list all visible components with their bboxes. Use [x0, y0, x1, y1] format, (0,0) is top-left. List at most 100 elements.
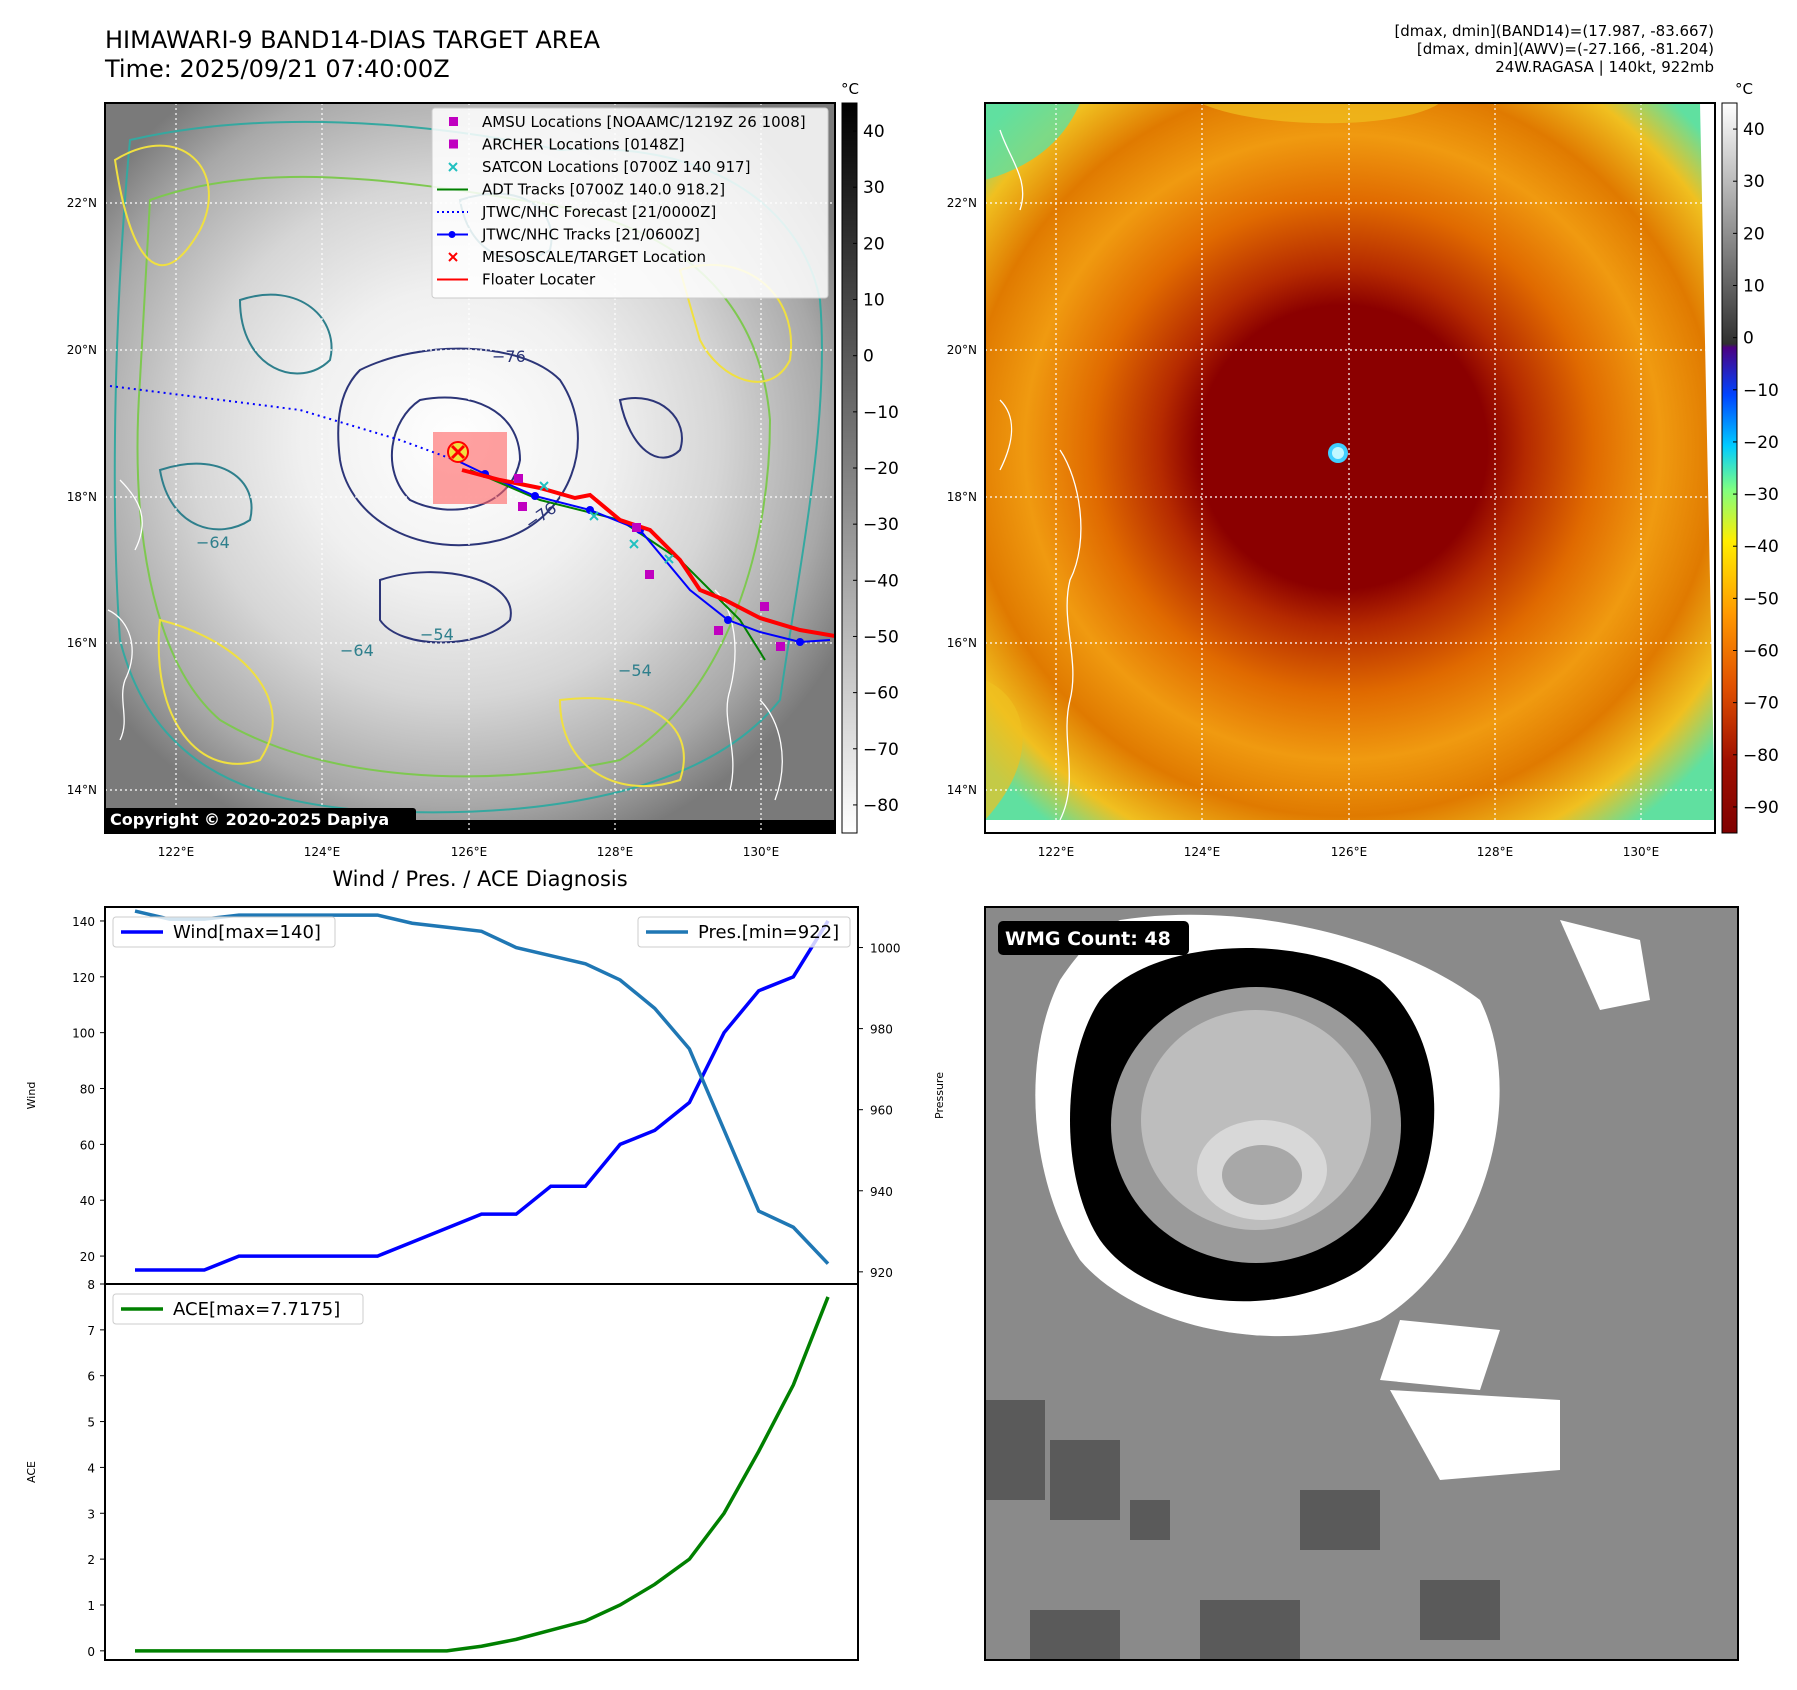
map-legend-item: JTWC/NHC Forecast [21/0000Z] [437, 203, 716, 221]
map-legend-label: SATCON Locations [0700Z 140 917] [482, 158, 750, 176]
lon-label: 122°E [1038, 845, 1075, 859]
lon-label: 126°E [1331, 845, 1368, 859]
figure-title: HIMAWARI-9 BAND14-DIAS TARGET AREA Time:… [105, 26, 600, 84]
y-right-axis-label: Pressure [933, 1072, 946, 1119]
series-line [135, 920, 830, 1272]
copyright-badge [104, 808, 416, 830]
color-satellite-map [984, 102, 1716, 834]
wmg-eyewall [1070, 947, 1435, 1302]
colorbar-tick-label: −60 [863, 684, 899, 704]
lon-label: 124°E [1184, 845, 1221, 859]
contour-label: −64 [196, 533, 230, 552]
diagnosis-title: Wind / Pres. / ACE Diagnosis [332, 867, 627, 891]
map-legend-label: JTWC/NHC Tracks [21/0600Z] [481, 226, 700, 244]
y-tick-label: 100 [72, 1027, 95, 1041]
lat-label: 22°N [67, 196, 97, 210]
colorbar-tick-label: −40 [1743, 537, 1779, 557]
chart-legend-label: Wind[max=140] [173, 922, 321, 943]
lon-label: 126°E [451, 845, 488, 859]
lon-label: 128°E [597, 845, 634, 859]
colorbar-tick-label: −30 [863, 515, 899, 535]
lat-label: 20°N [67, 343, 97, 357]
y-tick-label: 7 [87, 1324, 95, 1338]
contour-label: −54 [420, 625, 454, 644]
colorbar-tick-label: −90 [1743, 798, 1779, 818]
jtwc-track [459, 461, 831, 644]
map-legend-item: AMSU Locations [NOAAMC/1219Z 26 1008] [449, 113, 806, 131]
chart-legend-box [637, 916, 851, 948]
colorbar-tick-label: 30 [1743, 172, 1765, 192]
map-legend-item: JTWC/NHC Tracks [21/0600Z] [437, 226, 700, 244]
contour-label: −76 [492, 347, 526, 366]
series-line [134, 909, 830, 1265]
legend-square-marker [449, 117, 458, 126]
map-legend-item: Floater Locater [437, 271, 596, 289]
map-legend-label: ARCHER Locations [0148Z] [482, 136, 685, 154]
figure-meta: [dmax, dmin](BAND14)=(17.987, -83.667) [… [1394, 22, 1714, 76]
colorbar-tick-label: 40 [1743, 120, 1765, 140]
colorbar-tick-label: −40 [863, 571, 899, 591]
y-tick-label: 3 [87, 1507, 95, 1521]
y-tick-label: 40 [80, 1194, 95, 1208]
lat-label: 16°N [947, 636, 977, 650]
contour-label: −54 [618, 661, 652, 680]
floater-track [461, 468, 835, 638]
y-axis-label: Wind [25, 1082, 38, 1110]
wind-pressure-chart: 140 120 100 80 60 40 20 Wind 1000 980 960 940 920 Pre… [25, 906, 946, 1285]
map-legend-item: MESOSCALE/TARGET Location [448, 248, 706, 266]
map-legend-label: ADT Tracks [0700Z 140.0 918.2] [482, 181, 725, 199]
chart-legend-box [112, 916, 336, 948]
colorbar-tick-label: 20 [863, 234, 885, 254]
y-tick-label: 4 [87, 1461, 95, 1475]
colorbar-tick-label: −60 [1743, 642, 1779, 662]
bw-colorbar: °C 40 30 20 10 0 −10 −20 −30 −40 −50 −60 −70 −80 [841, 80, 899, 834]
colorbar-tick-label: −30 [1743, 485, 1779, 505]
colorbar-tick-label: 10 [1743, 277, 1765, 297]
lat-label: 18°N [67, 490, 97, 504]
lat-label: 18°N [947, 490, 977, 504]
y-right-tick-label: 980 [870, 1023, 893, 1037]
chart-legend-label: Pres.[min=922] [698, 922, 839, 943]
legend-square-marker [449, 139, 458, 149]
time-text: Time: 2025/09/21 07:40:00Z [105, 55, 450, 83]
target-marker [450, 444, 466, 460]
copyright-text: Copyright © 2020-2025 Dapiya [110, 810, 389, 829]
lon-label: 128°E [1477, 845, 1514, 859]
meta-band14: [dmax, dmin](BAND14)=(17.987, -83.667) [1394, 22, 1714, 40]
y-right-tick-label: 920 [870, 1266, 893, 1280]
wmg-dark-patches [985, 1400, 1500, 1660]
y-tick-label: 6 [87, 1370, 95, 1384]
y-tick-label: 0 [87, 1645, 95, 1659]
meta-awv: [dmax, dmin](AWV)=(-27.166, -81.204) [1416, 40, 1714, 58]
map-legend-label: JTWC/NHC Forecast [21/0000Z] [481, 203, 716, 221]
colorbar-unit: °C [841, 80, 859, 98]
colorbar-tick-label: −10 [863, 403, 899, 423]
y-right-tick-label: 1000 [870, 942, 901, 956]
colorbar-tick-label: −70 [1743, 694, 1779, 714]
lat-label: 16°N [67, 636, 97, 650]
chart-legend-box [112, 1293, 364, 1325]
lat-label: 14°N [947, 783, 977, 797]
y-tick-label: 8 [87, 1278, 95, 1292]
lon-label: 130°E [743, 845, 780, 859]
y-tick-label: 20 [80, 1250, 95, 1264]
lon-label: 124°E [304, 845, 341, 859]
lon-label: 122°E [158, 845, 195, 859]
wmg-count-text: WMG Count: 48 [1005, 928, 1171, 950]
y-tick-label: 2 [87, 1553, 95, 1567]
legend-dot-marker [448, 231, 456, 238]
ace-chart: 8 7 6 5 4 3 2 1 0 ACE ACE[max=7.7175] [25, 1278, 859, 1661]
colorbar-tick-label: 0 [863, 347, 874, 367]
colorbar-tick-label: −50 [863, 627, 899, 647]
series-line [135, 1296, 830, 1653]
legend-x-marker [448, 162, 458, 172]
map-legend-label: AMSU Locations [NOAAMC/1219Z 26 1008] [482, 113, 806, 131]
y-tick-label: 5 [87, 1416, 95, 1430]
color-colorbar: °C 40 30 20 10 0 −10 −20 −30 −40 −50 −60 −70 −80 −90 [1721, 80, 1779, 834]
map-legend: AMSU Locations [NOAAMC/1219Z 26 1008] ARC… [431, 107, 829, 299]
y-right-tick-label: 940 [870, 1185, 893, 1199]
target-area-box [433, 432, 507, 504]
map-legend-item: SATCON Locations [0700Z 140 917] [448, 158, 750, 176]
colorbar-tick-label: 20 [1743, 224, 1765, 244]
